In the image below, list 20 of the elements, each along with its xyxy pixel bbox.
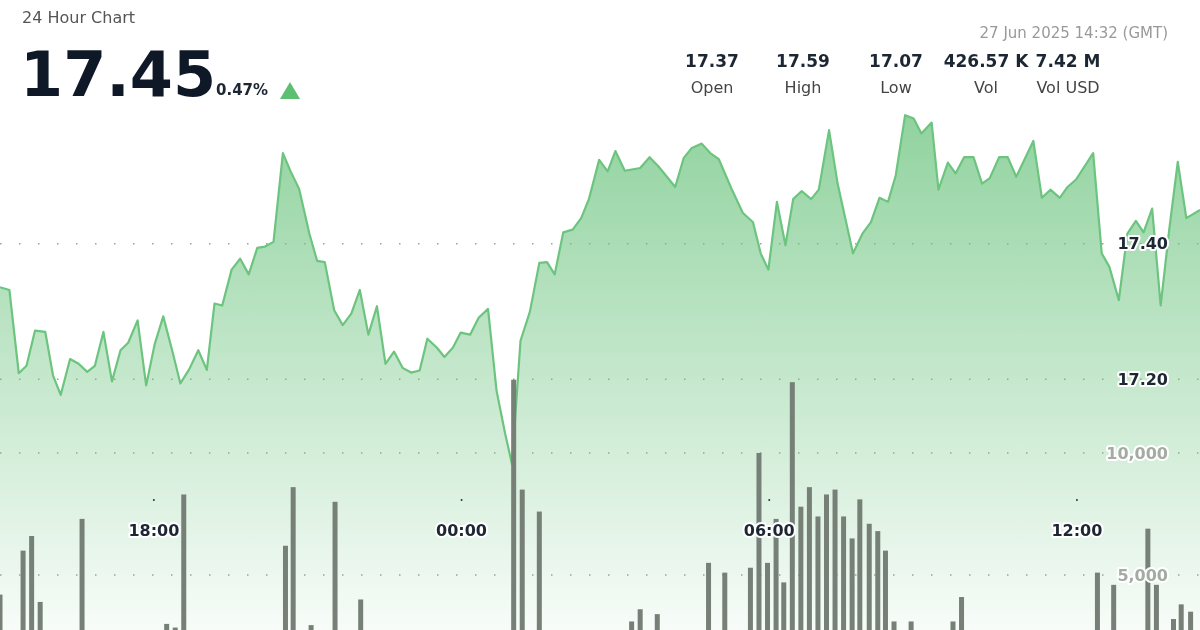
annotation: 426.57 K — [943, 51, 1030, 71]
annotation: 17.37 — [685, 51, 739, 71]
annotation: Open — [690, 78, 734, 97]
x-tick-label: 00:00 — [436, 521, 488, 540]
annotation: Vol USD — [1036, 78, 1100, 97]
annotation: 27 Jun 2025 14:32 (GMT) — [979, 24, 1168, 42]
y2-tick-label: 10,000 — [1106, 443, 1168, 463]
x-tick-label: 12:00 — [1051, 521, 1103, 540]
y-tick-label: 17.20 — [1117, 369, 1168, 389]
x-tick-label: 18:00 — [128, 521, 180, 540]
y-tick-label: 17.40 — [1117, 234, 1168, 254]
annotation: 7.42 M — [1035, 51, 1101, 71]
annotation: 17.45 — [20, 38, 217, 111]
text: 24 Hour Chart — [22, 8, 136, 27]
annotation: 17.07 — [869, 51, 923, 71]
annotation: 17.59 — [776, 51, 830, 71]
annotation: Low — [880, 78, 912, 97]
annotation: Vol — [974, 78, 998, 97]
annotation: High — [784, 78, 822, 97]
annotation: 0.47% — [216, 81, 269, 99]
